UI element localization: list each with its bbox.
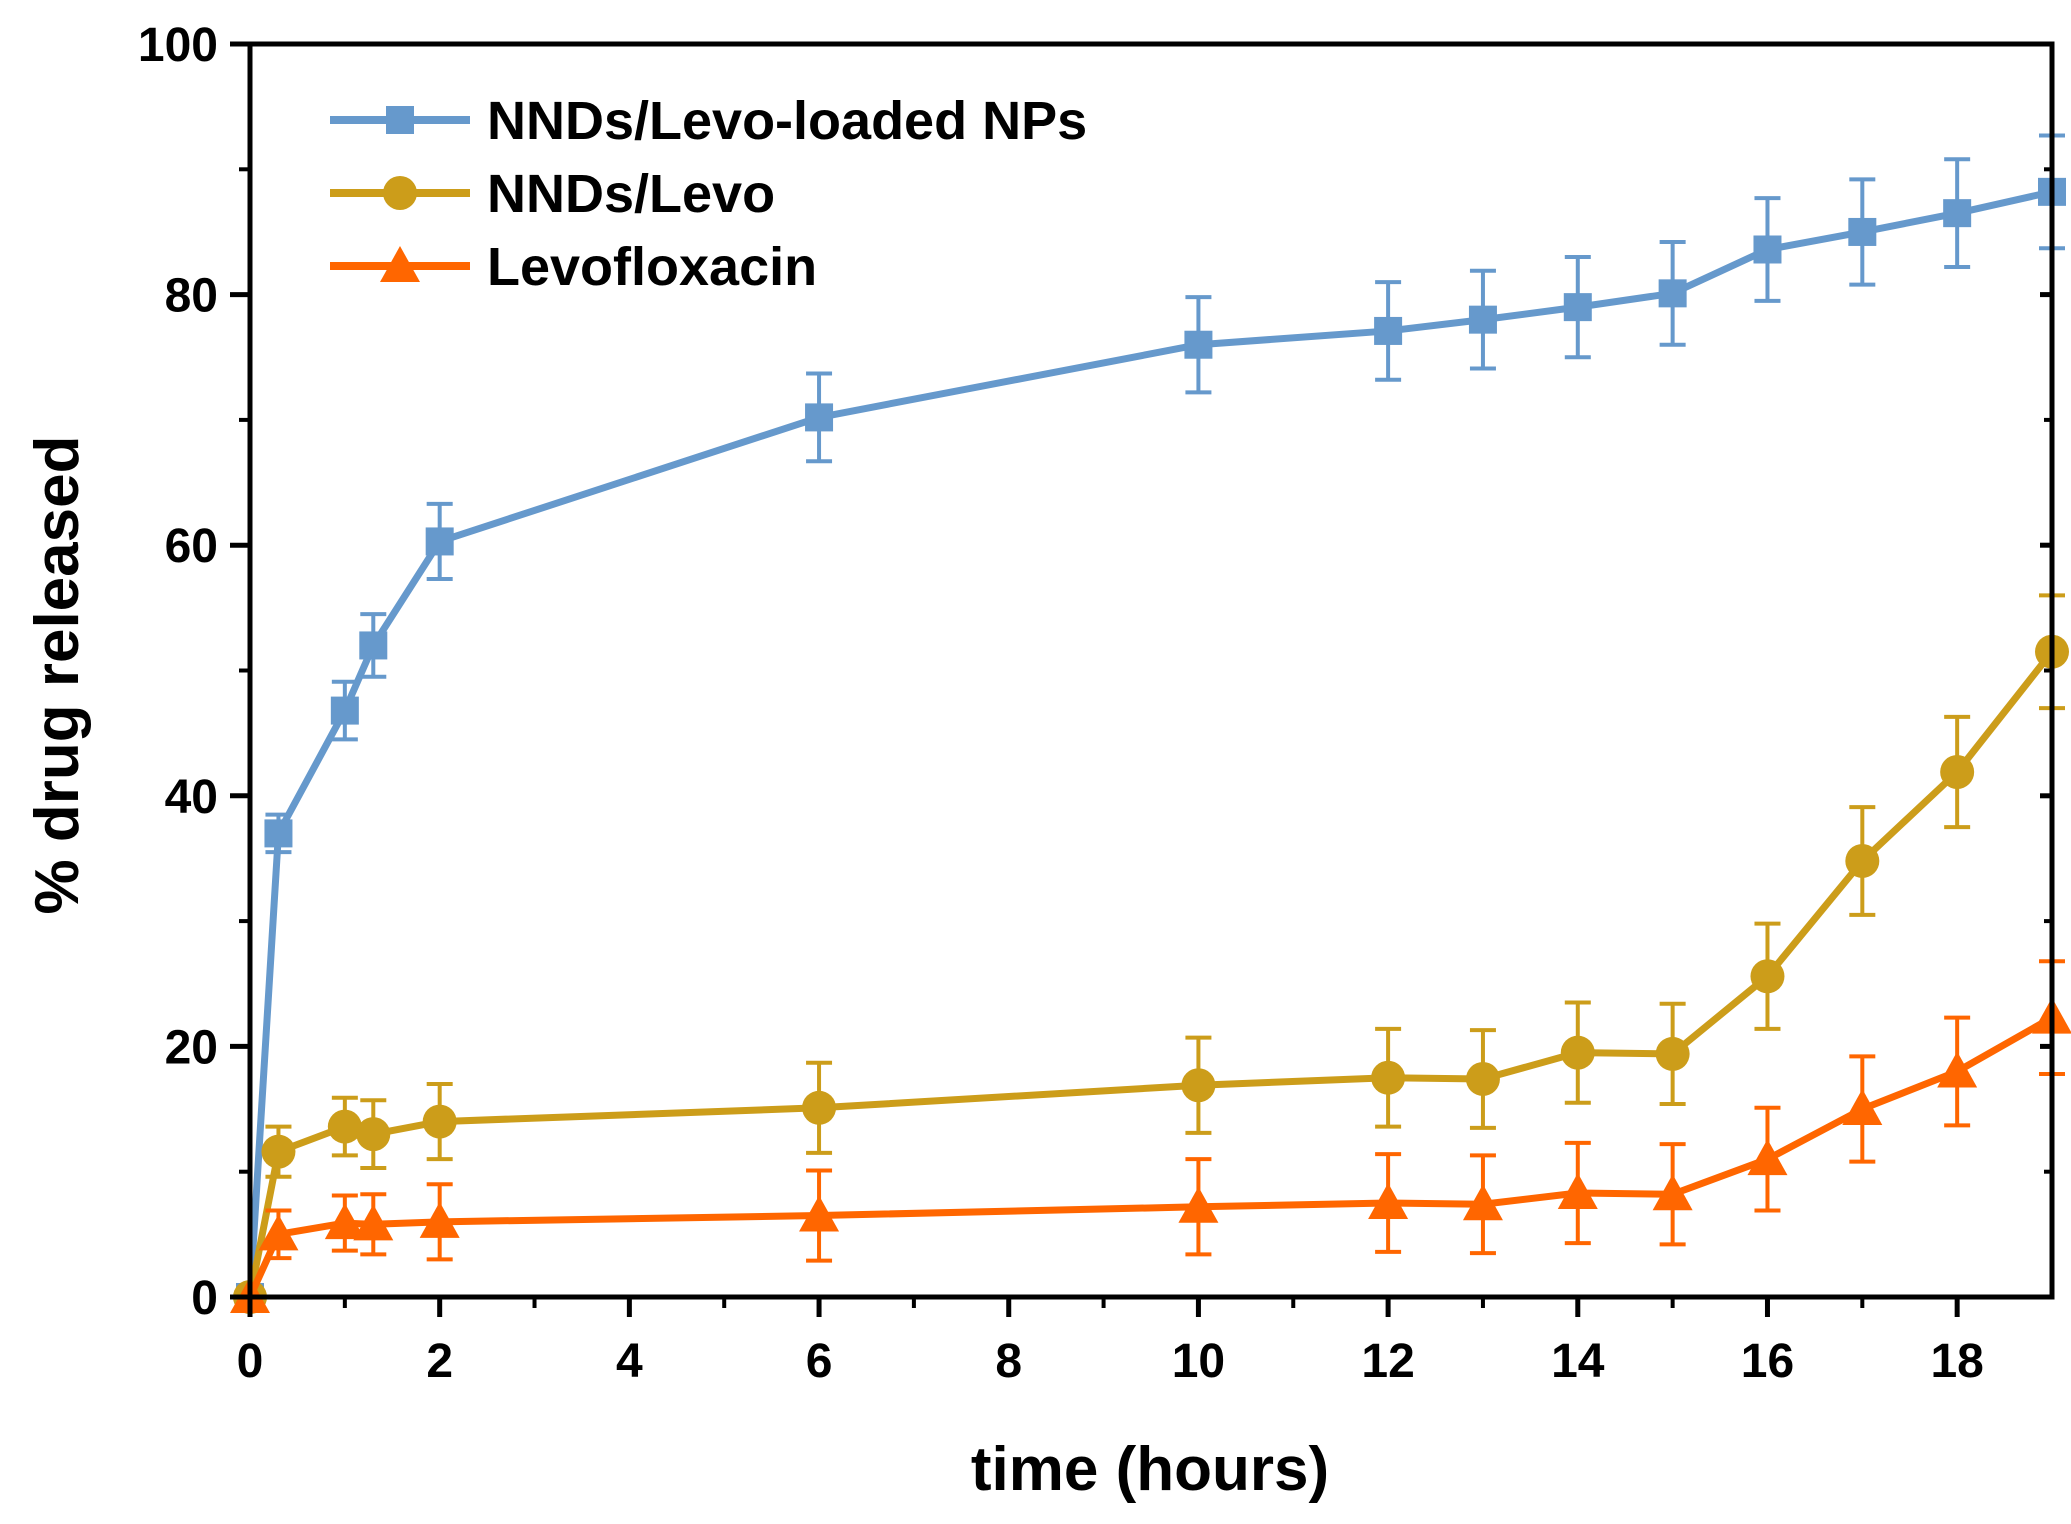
data-point <box>1368 1183 1409 1220</box>
data-point <box>1655 1036 1690 1071</box>
data-point <box>802 1090 837 1125</box>
data-point <box>1563 293 1592 322</box>
x-tick-label: 10 <box>1172 1335 1225 1388</box>
x-tick-label: 4 <box>616 1335 643 1388</box>
data-point <box>1465 1061 1500 1096</box>
data-point <box>264 819 293 848</box>
data-point <box>1750 959 1785 994</box>
x-tick-label: 2 <box>426 1335 453 1388</box>
y-tick-label: 40 <box>165 771 218 824</box>
axes-layer: 0 2 4 6 8 10 12 14 16 18 0 20 40 60 80 100 <box>138 19 2055 1388</box>
data-point <box>1181 1068 1216 1103</box>
data-point <box>1557 1173 1598 1210</box>
legend-marker <box>383 176 417 210</box>
data-point <box>1652 1174 1693 1211</box>
data-point <box>1845 843 1880 878</box>
data-point <box>1462 1184 1503 1221</box>
x-tick-label: 0 <box>237 1335 264 1388</box>
legend-entry: NNDs/Levo <box>330 164 775 224</box>
y-tick-label: 100 <box>138 19 218 72</box>
data-point <box>1371 1060 1406 1095</box>
legend-marker <box>386 106 414 134</box>
data-point <box>1848 217 1877 246</box>
series-line <box>246 188 2053 1298</box>
data-point <box>1468 305 1497 334</box>
legend-label: NNDs/Levo <box>487 164 775 224</box>
data-point <box>799 1195 840 1232</box>
y-tick-label: 0 <box>191 1272 218 1325</box>
data-point <box>425 527 454 556</box>
data-point <box>353 1204 394 1241</box>
series-line <box>246 1014 2054 1299</box>
data-point <box>1747 1139 1788 1176</box>
data-point <box>356 1117 391 1152</box>
y-tick-label: 80 <box>165 270 218 323</box>
data-point <box>327 1109 362 1144</box>
data-point <box>1937 1051 1978 1088</box>
legend-label: NNDs/Levo-loaded NPs <box>487 91 1087 151</box>
series-levofloxacin <box>230 959 2071 1313</box>
data-point <box>1753 235 1782 264</box>
data-point <box>422 1104 457 1139</box>
x-tick-label: 12 <box>1361 1335 1414 1388</box>
data-point <box>330 696 359 725</box>
series-nnds-levo-loaded-nps <box>236 133 2066 1311</box>
data-point <box>1184 330 1213 359</box>
data-point <box>324 1203 365 1240</box>
plot-frame <box>247 41 2055 1300</box>
legend-entry: Levofloxacin <box>330 237 817 297</box>
data-point <box>1943 199 1972 228</box>
legend-label: Levofloxacin <box>487 237 817 297</box>
x-tick-label: 18 <box>1930 1335 1983 1388</box>
data-point <box>258 1214 299 1251</box>
data-point <box>261 1134 296 1169</box>
legend-entry: NNDs/Levo-loaded NPs <box>330 91 1087 151</box>
data-point <box>1374 316 1403 345</box>
data-point <box>1842 1089 1883 1126</box>
x-tick-label: 8 <box>995 1335 1022 1388</box>
x-tick-label: 14 <box>1551 1335 1605 1388</box>
x-axis-title: time (hours) <box>971 1435 1329 1504</box>
y-tick-label: 60 <box>165 520 218 573</box>
data-point <box>1560 1035 1595 1070</box>
data-point <box>1940 754 1975 789</box>
x-tick-label: 6 <box>806 1335 833 1388</box>
data-point <box>359 631 388 660</box>
legend: NNDs/Levo-loaded NPs NNDs/Levo Levofloxaci… <box>330 91 1087 297</box>
series-layer <box>230 133 2071 1314</box>
y-axis-title: % drug released <box>23 436 92 915</box>
x-tick-label: 16 <box>1741 1335 1794 1388</box>
data-point <box>805 403 834 432</box>
legend-marker <box>380 246 420 282</box>
data-point <box>1658 279 1687 308</box>
data-point <box>419 1201 460 1238</box>
y-tick-label: 20 <box>165 1021 218 1074</box>
data-point <box>1178 1186 1219 1223</box>
